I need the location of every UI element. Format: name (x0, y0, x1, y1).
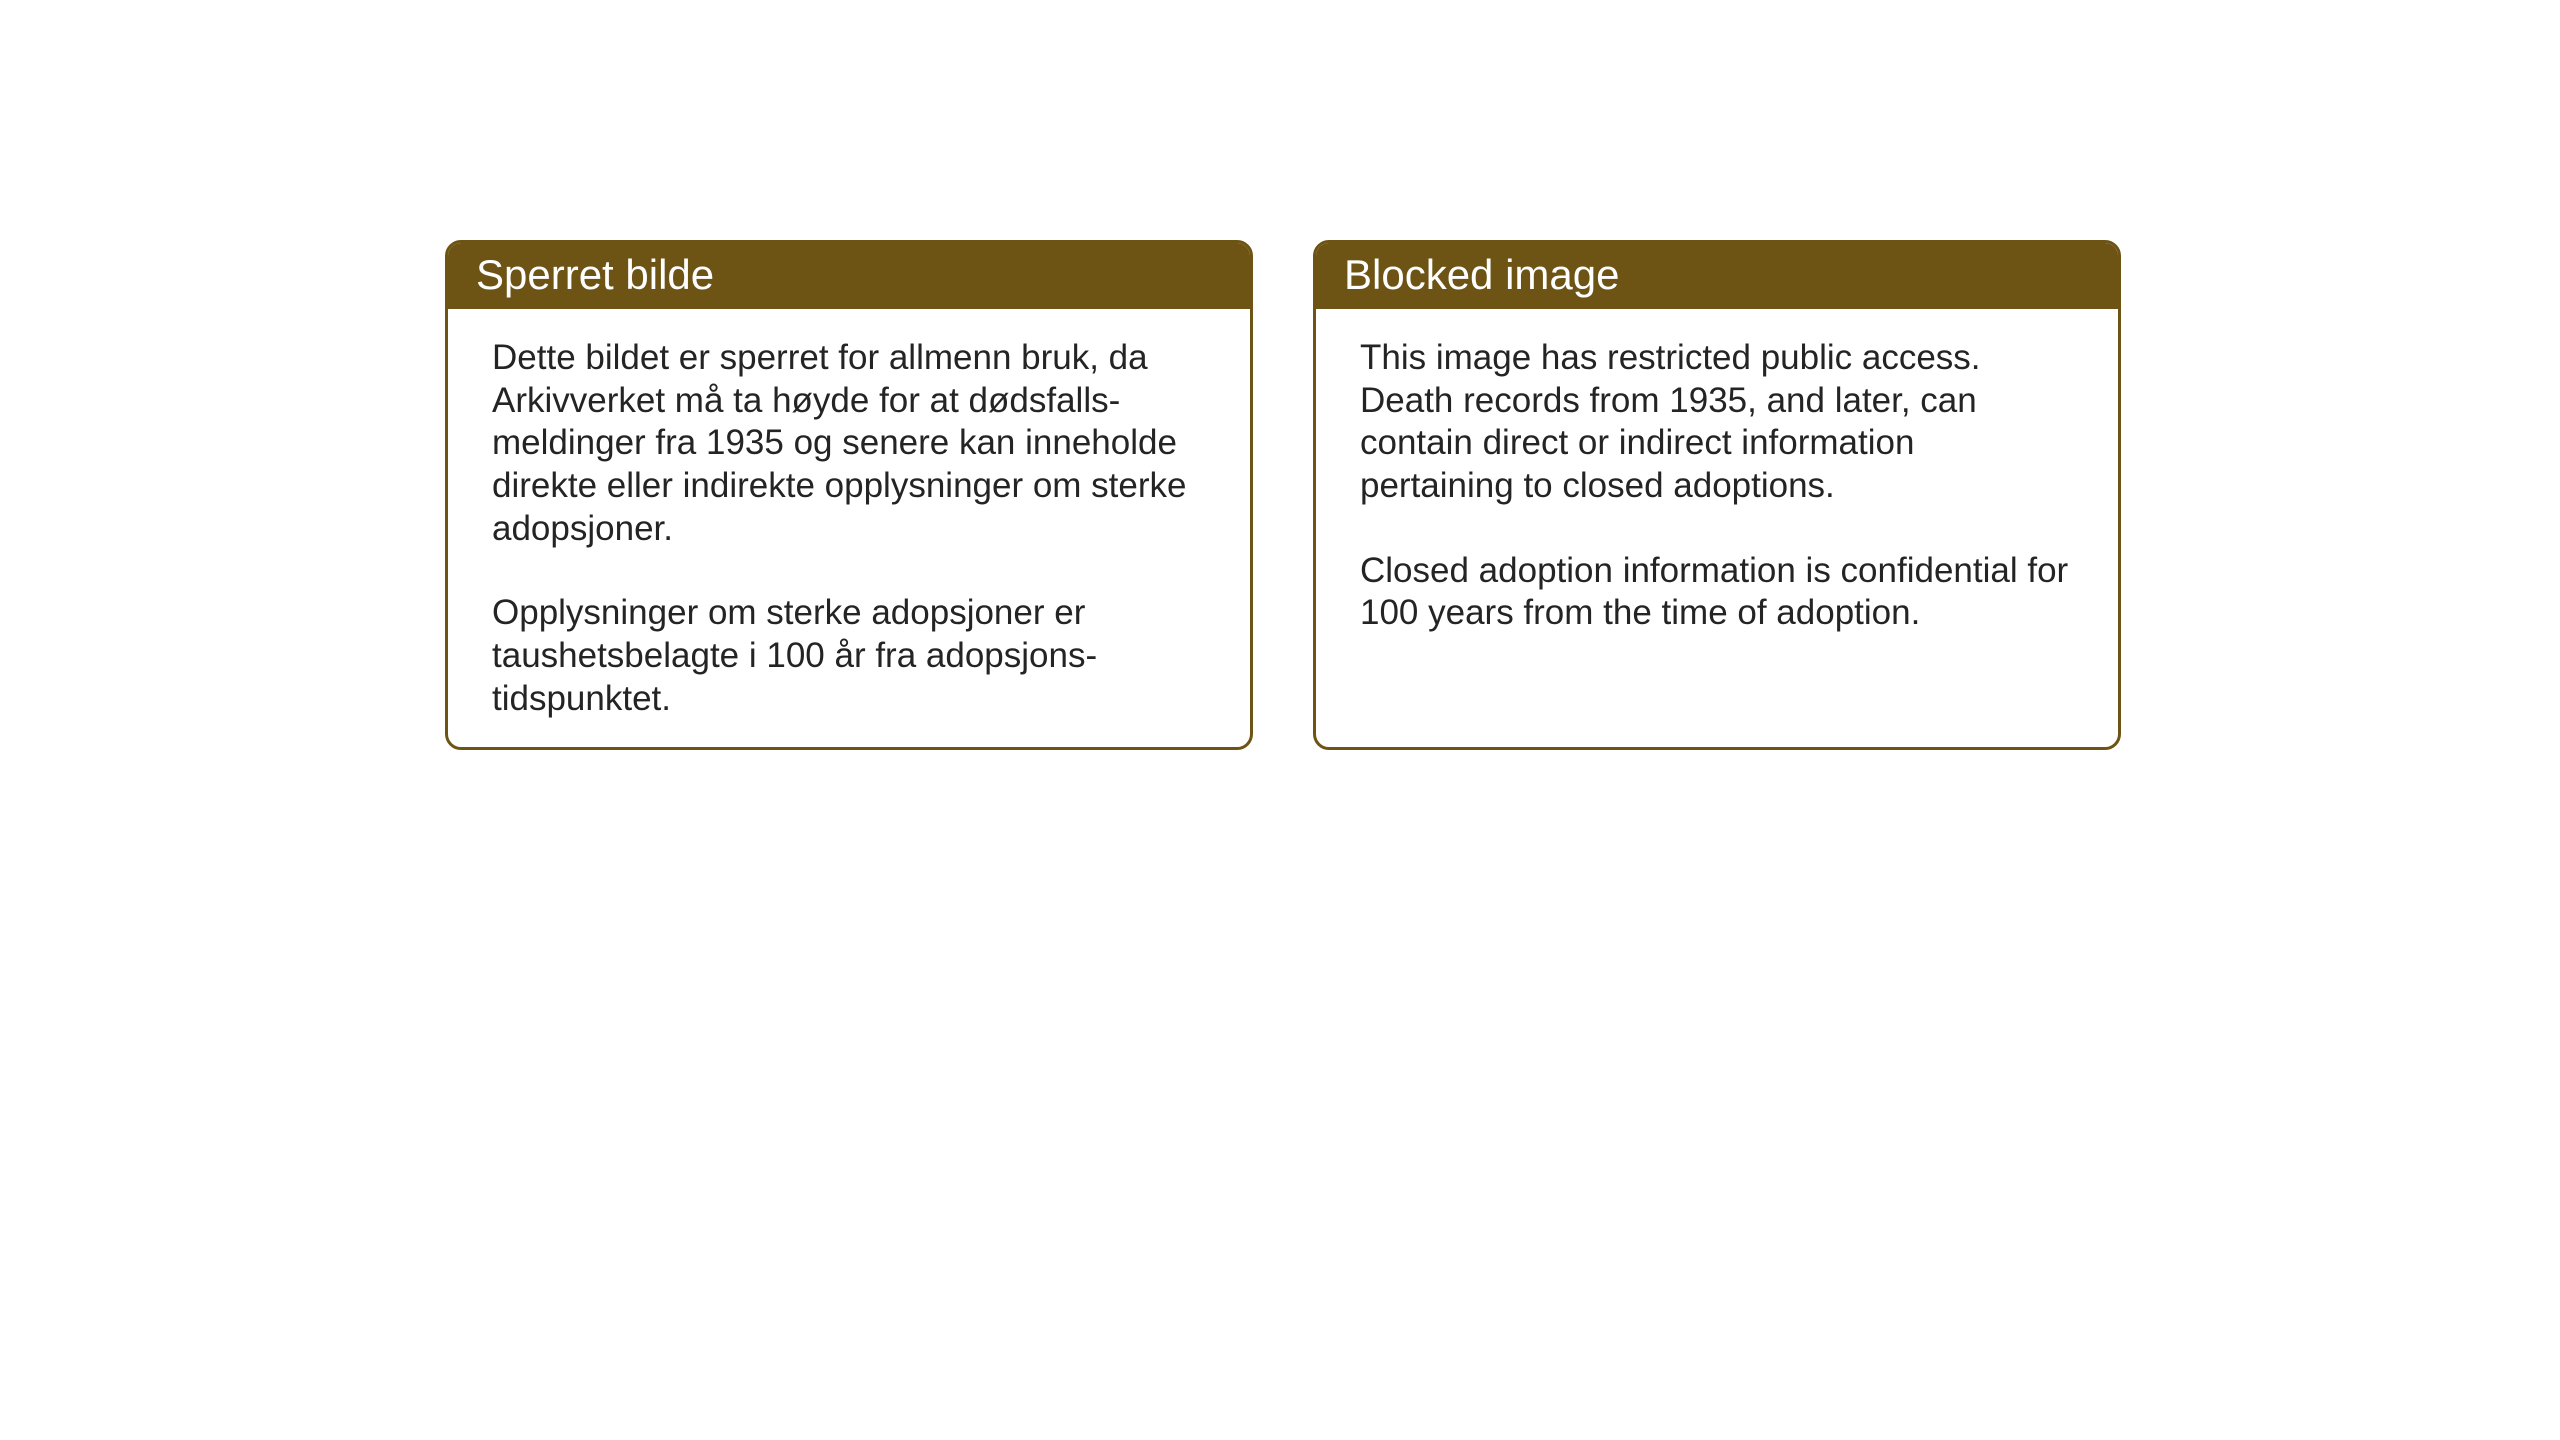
card-body-norwegian: Dette bildet er sperret for allmenn bruk… (448, 309, 1250, 750)
card-header-norwegian: Sperret bilde (448, 243, 1250, 309)
card-text-paragraph: This image has restricted public access.… (1360, 337, 2074, 508)
card-text-paragraph: Closed adoption information is confident… (1360, 550, 2074, 635)
card-body-english: This image has restricted public access.… (1316, 309, 2118, 675)
card-norwegian: Sperret bilde Dette bildet er sperret fo… (445, 240, 1253, 750)
card-text-paragraph: Dette bildet er sperret for allmenn bruk… (492, 337, 1206, 550)
cards-container: Sperret bilde Dette bildet er sperret fo… (445, 240, 2121, 750)
card-text-paragraph: Opplysninger om sterke adopsjoner er tau… (492, 592, 1206, 720)
card-english: Blocked image This image has restricted … (1313, 240, 2121, 750)
card-header-english: Blocked image (1316, 243, 2118, 309)
